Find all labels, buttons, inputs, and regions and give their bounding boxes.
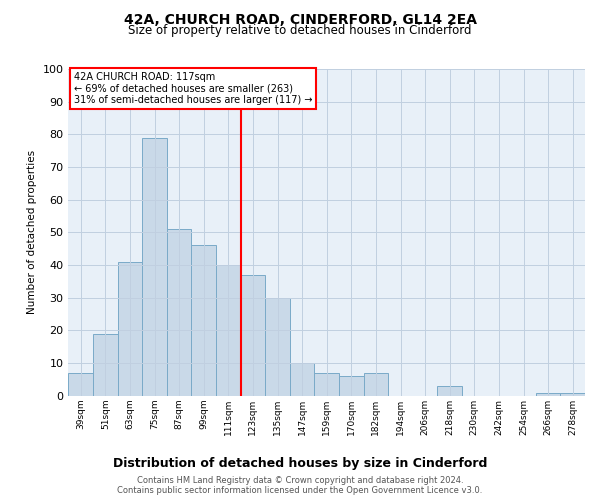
Bar bbox=[339, 376, 364, 396]
Bar bbox=[290, 363, 314, 396]
Bar bbox=[68, 373, 93, 396]
Bar bbox=[265, 298, 290, 396]
Text: 42A, CHURCH ROAD, CINDERFORD, GL14 2EA: 42A, CHURCH ROAD, CINDERFORD, GL14 2EA bbox=[124, 12, 476, 26]
Bar bbox=[314, 373, 339, 396]
Y-axis label: Number of detached properties: Number of detached properties bbox=[27, 150, 37, 314]
Bar bbox=[142, 138, 167, 396]
Text: 42A CHURCH ROAD: 117sqm
← 69% of detached houses are smaller (263)
31% of semi-d: 42A CHURCH ROAD: 117sqm ← 69% of detache… bbox=[74, 72, 312, 106]
Bar bbox=[167, 229, 191, 396]
Text: Contains public sector information licensed under the Open Government Licence v3: Contains public sector information licen… bbox=[118, 486, 482, 495]
Bar bbox=[118, 262, 142, 396]
Text: Size of property relative to detached houses in Cinderford: Size of property relative to detached ho… bbox=[128, 24, 472, 37]
Bar bbox=[241, 275, 265, 396]
Bar bbox=[437, 386, 462, 396]
Bar bbox=[93, 334, 118, 396]
Bar bbox=[364, 373, 388, 396]
Bar bbox=[560, 392, 585, 396]
Bar bbox=[536, 392, 560, 396]
Text: Distribution of detached houses by size in Cinderford: Distribution of detached houses by size … bbox=[113, 458, 487, 470]
Bar bbox=[191, 246, 216, 396]
Bar bbox=[216, 265, 241, 396]
Text: Contains HM Land Registry data © Crown copyright and database right 2024.: Contains HM Land Registry data © Crown c… bbox=[137, 476, 463, 485]
